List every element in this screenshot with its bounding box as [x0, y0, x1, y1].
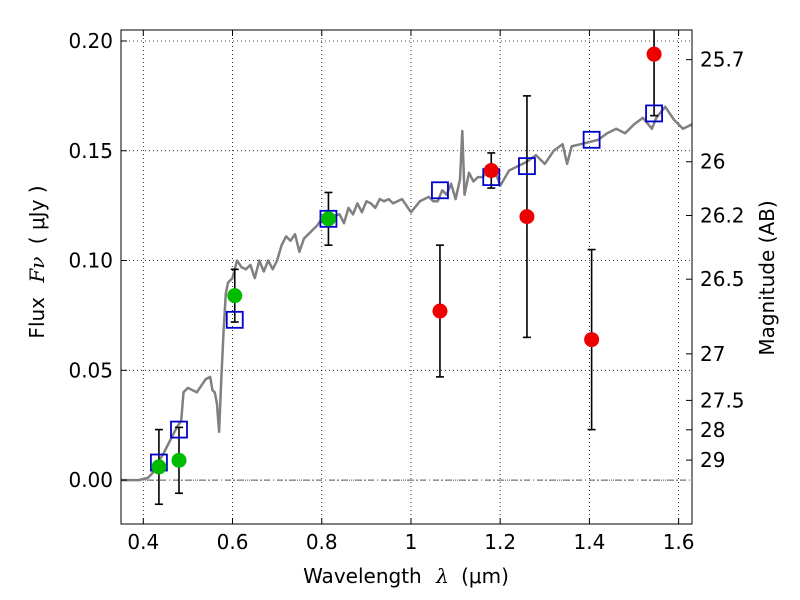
y2-axis-label: Magnitude (AB): [755, 200, 779, 355]
model-sed-line: [121, 105, 692, 482]
grid: [121, 30, 692, 524]
x-axis: 0.4 0.6 0.8 1 1.2 1.4 1.6: [127, 30, 695, 554]
y-tick-label: 0.20: [68, 29, 113, 53]
data-layer: [121, 30, 692, 506]
x-axis-label-text: Wavelength: [303, 564, 422, 588]
observed-point: [227, 288, 243, 304]
y-axis-label-symbol: Fν: [25, 257, 49, 284]
model-photometry-square: [645, 104, 663, 123]
x-tick-label: 1.2: [484, 530, 516, 554]
y-axis-label: Flux Fν ( μJy ): [25, 185, 49, 338]
y-tick-label: 0.05: [68, 358, 113, 382]
model-photometry-square: [319, 209, 338, 228]
y2-tick-label: 26.5: [700, 267, 745, 291]
observed-point: [171, 452, 187, 468]
x-tick-label: 1: [405, 530, 418, 554]
model-photometry-square: [518, 157, 536, 176]
y-tick-label: 0.00: [68, 468, 113, 492]
y-axis-label-unit: ( μJy ): [25, 185, 49, 244]
model-photometry-square: [170, 420, 188, 439]
x-tick-label: 1.6: [663, 530, 695, 554]
y2-tick-label: 25.7: [700, 48, 745, 72]
x-tick-label: 0.6: [217, 530, 249, 554]
y2-tick-label: 26: [700, 150, 725, 174]
x-tick-label: 0.4: [127, 530, 159, 554]
y-axis-label-text: Flux: [25, 297, 49, 339]
model-photometry-square: [225, 310, 244, 329]
observed-point: [519, 209, 535, 225]
observed-point: [483, 163, 499, 179]
y2-tick-label: 29: [700, 448, 725, 472]
y-axis: 0.00 0.05 0.10 0.15 0.20: [68, 29, 127, 492]
x-axis-label-symbol: λ: [435, 564, 449, 588]
observed-point: [584, 332, 600, 348]
y-tick-label: 0.10: [68, 249, 113, 273]
y2-tick-label: 26.2: [700, 204, 745, 228]
y2-tick-label: 27.5: [700, 388, 745, 412]
x-tick-label: 1.4: [573, 530, 605, 554]
model-photometry-square: [431, 181, 449, 200]
x-axis-label-unit: (μm): [461, 564, 509, 588]
y-tick-label: 0.15: [68, 139, 113, 163]
model-photometry-square: [582, 130, 601, 149]
x-axis-label: Wavelength λ (μm): [303, 564, 509, 588]
plot-frame: [120, 29, 693, 525]
observed-point: [151, 459, 167, 475]
y2-tick-label: 28: [700, 418, 725, 442]
y2-axis: 25.7 26 26.2 26.5 27 27.5 28 29: [686, 48, 745, 472]
observed-point: [646, 46, 662, 62]
y2-tick-label: 27: [700, 342, 725, 366]
x-tick-label: 0.8: [306, 530, 338, 554]
observed-point: [432, 303, 448, 319]
observed-point: [320, 211, 336, 227]
